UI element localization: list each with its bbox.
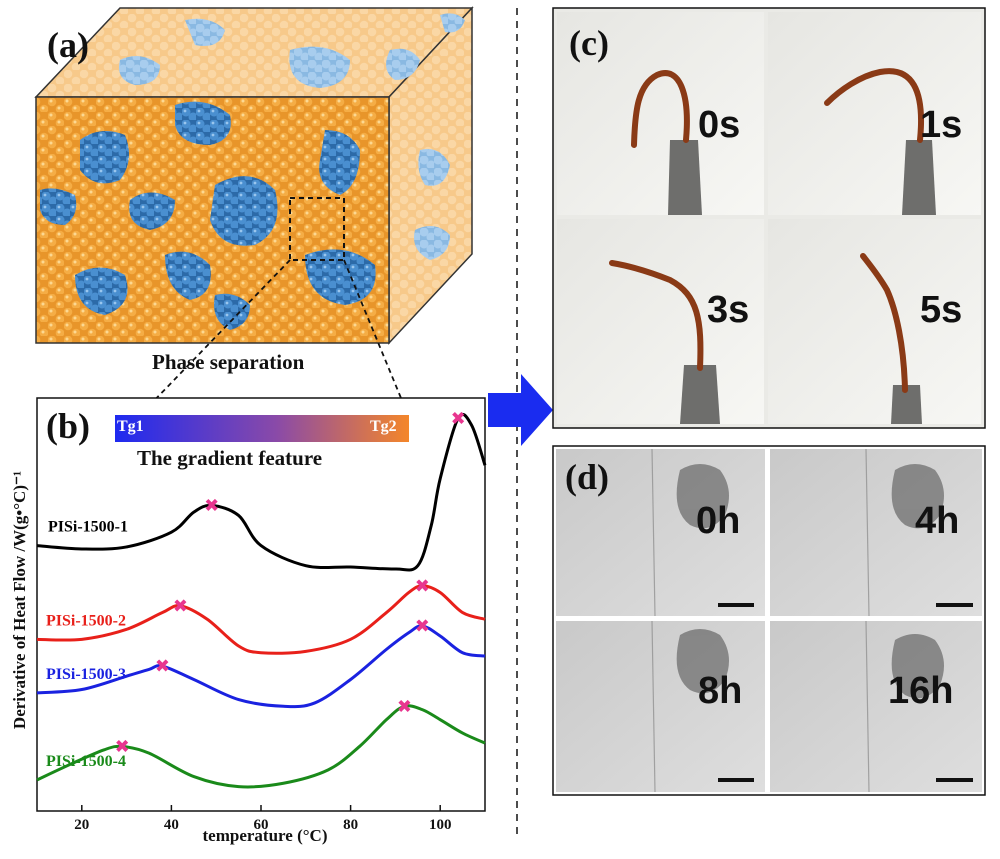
tg2-label: Tg2 <box>370 418 397 435</box>
series-line-PISi-1500-3 <box>36 624 486 709</box>
peak-marker: ✖ <box>397 696 412 717</box>
frame-label-0h: 0h <box>696 500 741 542</box>
x-tick-label: 40 <box>164 817 179 833</box>
frame-label-16h: 16h <box>888 670 954 712</box>
peak-marker: ✖ <box>173 596 188 617</box>
self-healing-micrographs <box>552 445 986 796</box>
peak-marker: ✖ <box>115 736 130 757</box>
frame-1s-sample <box>824 68 936 215</box>
series-label: PISi-1500-2 <box>46 612 126 629</box>
frame-3s-sample <box>609 260 720 424</box>
dsc-chart: 20 40 60 80 100 ✖✖✖✖✖✖✖✖ PISi-1500-1PISi-150… <box>36 397 487 833</box>
panel-d-label: (d) <box>565 457 609 497</box>
frame-5s-sample <box>860 253 922 424</box>
series-line-PISi-1500-2 <box>36 584 486 655</box>
gradient-caption: The gradient feature <box>137 446 323 470</box>
peak-marker: ✖ <box>204 495 219 516</box>
frame-0s-sample <box>631 70 702 215</box>
peak-marker: ✖ <box>415 616 430 637</box>
zoom-box <box>289 197 345 261</box>
series-line-PISi-1500-1 <box>36 413 487 572</box>
zoom-arrow-right <box>343 259 411 419</box>
panel-b-label: (b) <box>46 406 90 446</box>
chart-plot-area <box>36 397 486 812</box>
frame-label-8h: 8h <box>698 670 743 712</box>
frame-label-4h: 4h <box>915 500 960 542</box>
series-label: PISi-1500-3 <box>46 666 126 683</box>
panel-c-label: (c) <box>569 23 609 63</box>
series-line-PISi-1500-4 <box>36 704 486 789</box>
frame-label-0s: 0s <box>698 104 741 146</box>
blue-domains-top <box>119 13 465 260</box>
frame-label-5s: 5s <box>920 289 963 331</box>
phase-separation-cube <box>34 6 474 441</box>
x-tick-label: 20 <box>74 817 89 833</box>
tg1-label: Tg1 <box>117 418 144 435</box>
phase-separation-caption: Phase separation <box>152 350 305 374</box>
x-tick-label: 60 <box>254 817 269 833</box>
frame-label-1s: 1s <box>920 104 963 146</box>
chart-series <box>36 413 487 789</box>
peak-marker: ✖ <box>451 408 466 429</box>
chart-series-labels: PISi-1500-1 PISi-1500-2 PISi-1500-3 PISi-15… <box>46 519 128 770</box>
panel-a-label: (a) <box>47 25 89 65</box>
chart-ylabel: Derivative of Heat Flow /W(g•°C)⁻¹ <box>10 470 29 730</box>
frame-label-3s: 3s <box>707 289 750 331</box>
chart-markers: ✖ ✖ ✖ ✖ ✖ ✖ ✖ ✖ <box>115 408 466 757</box>
series-label: PISi-1500-1 <box>48 519 128 536</box>
blue-domains-front <box>40 101 376 330</box>
peak-marker: ✖ <box>415 576 430 597</box>
x-tick-label: 100 <box>429 817 452 833</box>
peak-marker: ✖ <box>155 656 170 677</box>
gradient-bar <box>115 415 409 442</box>
chart-ticks: 20 40 60 80 100 <box>74 805 451 833</box>
series-label: PISi-1500-4 <box>46 753 126 770</box>
blue-arrow-icon <box>488 374 553 446</box>
shape-memory-photos <box>552 7 986 429</box>
chart-xlabel: temperature (°C) <box>202 826 328 845</box>
x-tick-label: 80 <box>343 817 358 833</box>
